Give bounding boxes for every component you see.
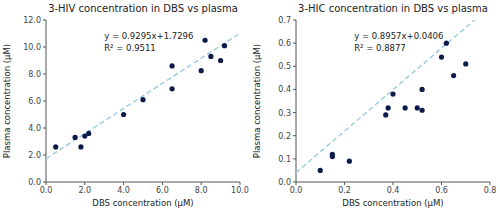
x-tick-label: 0.8 [484,186,497,195]
scatter-point [222,43,227,48]
scatter-point [420,87,425,92]
x-axis-line [46,182,240,183]
y-tick [293,66,296,67]
scatter-point [415,105,420,110]
scatter-point [420,108,425,113]
x-tick [490,182,491,185]
y-tick-label: 0.1 [278,155,291,164]
scatter-point [86,131,91,136]
annotation: y = 0.8957x+0.0406 [354,31,443,41]
x-tick [393,182,394,185]
scatter-point [121,112,126,117]
annotation: R² = 0.8877 [354,43,406,53]
y-tick [293,158,296,159]
y-tick [43,182,46,183]
x-tick-label: 4.0 [117,186,130,195]
chart-title: 3-HIV concentration in DBS vs plasma [48,3,238,14]
scatter-point [318,168,323,173]
y-axis-label: Plasma concentration (μM) [252,44,262,158]
scatter-point [403,105,408,110]
y-tick-label: 0.0 [28,178,41,187]
y-tick [293,20,296,21]
scatter-point [218,58,223,63]
x-tick [240,182,241,185]
y-tick-label: 0.3 [278,109,291,118]
chart-panel: 3-HIC concentration in DBS vs plasma0.00… [252,3,496,208]
x-tick-label: 0.4 [387,186,400,195]
scatter-point [208,54,213,59]
y-tick [43,74,46,75]
y-tick [43,47,46,48]
regression-line [46,33,240,158]
scatter-point [78,144,83,149]
scatter-point [73,135,78,140]
y-tick-label: 10.0 [23,43,41,52]
x-tick [123,182,124,185]
scatter-point [386,105,391,110]
chart-title: 3-HIC concentration in DBS vs plasma [298,3,488,14]
y-tick [293,182,296,183]
x-tick [162,182,163,185]
scatter-point [463,61,468,66]
y-tick-label: 0.7 [278,16,291,25]
x-tick [201,182,202,185]
y-tick-label: 0.6 [278,39,291,48]
y-tick-label: 0.4 [278,85,291,94]
y-tick-label: 0.2 [278,132,291,141]
scatter-point [439,54,444,59]
y-tick-label: 0.0 [278,178,291,187]
y-tick [43,20,46,21]
y-tick-label: 4.0 [28,124,41,133]
y-tick [43,101,46,102]
x-axis-label: DBS concentration (μM) [92,198,193,208]
x-tick-label: 0.6 [435,186,448,195]
scatter-point [444,41,449,46]
x-tick [441,182,442,185]
x-tick-label: 6.0 [156,186,169,195]
x-axis-label: DBS concentration (μM) [342,198,443,208]
x-tick [84,182,85,185]
scatter-point [170,63,175,68]
y-tick [293,89,296,90]
y-tick-label: 6.0 [28,97,41,106]
scatter-point [202,38,207,43]
y-tick [293,112,296,113]
x-tick-label: 8.0 [195,186,208,195]
scatter-point [330,154,335,159]
x-tick-label: 0.0 [40,186,53,195]
y-tick [43,155,46,156]
x-tick-label: 10.0 [231,186,249,195]
plot-area [46,33,240,158]
y-tick [293,43,296,44]
plot-area [296,20,490,173]
annotation: y = 0.9295x+1.7296 [104,31,193,41]
scatter-point [347,159,352,164]
scatter-point [383,112,388,117]
scatter-point [170,86,175,91]
scatter-point [390,91,395,96]
chart-panel: 3-HIV concentration in DBS vs plasma 0.0 2… [2,3,249,208]
scatter-point [140,97,145,102]
regression-line [296,20,490,173]
x-tick-label: 0.2 [338,186,351,195]
scatter-point [53,144,58,149]
y-tick-label: 8.0 [28,70,41,79]
scatter-point [199,68,204,73]
annotation: R² = 0.9511 [104,43,156,53]
figure: 3-HIV concentration in DBS vs plasma 0.0 2… [0,0,500,212]
scatter-point [451,73,456,78]
y-axis-line [296,20,297,182]
y-axis-label: Plasma concentration (μM) [2,44,12,158]
x-tick [344,182,345,185]
x-tick-label: 0.0 [290,186,303,195]
y-tick [293,135,296,136]
y-tick-label: 0.5 [278,62,291,71]
y-tick-label: 12.0 [23,16,41,25]
y-tick [43,128,46,129]
y-tick-label: 2.0 [28,151,41,160]
x-tick-label: 2.0 [78,186,91,195]
